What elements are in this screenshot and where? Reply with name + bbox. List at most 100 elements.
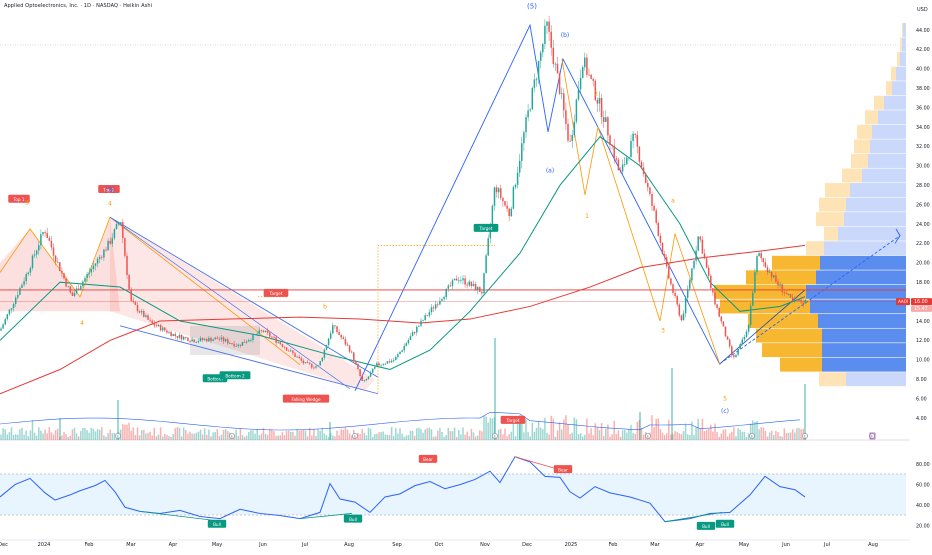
- volume-bar: [151, 435, 153, 440]
- volume-bar: [682, 431, 685, 440]
- volume-bar: [208, 429, 210, 440]
- volume-bar: [113, 432, 116, 440]
- volume-bar: [420, 429, 422, 440]
- x-tick-label: Mar: [126, 542, 136, 548]
- candle-body: [69, 286, 72, 293]
- candle-body: [804, 299, 807, 304]
- y-tick-label: 38.00: [916, 86, 930, 92]
- candle-body: [107, 240, 109, 251]
- volume-bar: [592, 435, 594, 440]
- volume-bar: [699, 428, 702, 440]
- divergence-label-bg: [553, 465, 573, 474]
- pattern-label: Target: [473, 223, 499, 232]
- candle-body: [317, 365, 319, 367]
- candle-body: [659, 235, 662, 243]
- candle-body: [407, 339, 410, 344]
- candle-body: [332, 325, 334, 334]
- candle-body: [103, 249, 105, 258]
- candle-body: [460, 280, 462, 282]
- candle-body: [101, 256, 103, 258]
- volume-bar: [783, 428, 786, 440]
- volume-bar: [290, 431, 292, 440]
- candle-body: [712, 288, 714, 293]
- candle-body: [594, 80, 597, 100]
- volume-bar: [411, 430, 414, 440]
- wave-label: b: [323, 303, 327, 310]
- volume-bar: [63, 432, 65, 440]
- volume-bar: [327, 436, 330, 440]
- volume-bar: [296, 429, 298, 440]
- candle-body: [728, 339, 731, 347]
- volume-bar: [365, 435, 368, 440]
- candle-body: [523, 132, 525, 144]
- candle-body: [560, 93, 563, 95]
- divergence-label: Bull: [696, 521, 716, 530]
- volume-bar: [193, 433, 195, 440]
- volume-bar: [56, 428, 59, 440]
- volume-bar: [254, 433, 256, 440]
- candle-body: [12, 304, 15, 309]
- volume-bar: [733, 427, 735, 440]
- earnings-marker-text: E: [231, 435, 234, 439]
- candle-body: [785, 292, 788, 295]
- last-price-label: 16.00: [914, 299, 928, 305]
- candle-body: [695, 250, 697, 261]
- x-tick-label: Mar: [650, 542, 660, 548]
- volume-bar: [143, 429, 145, 440]
- earnings-marker: E: [802, 433, 808, 439]
- volume-bar: [760, 427, 762, 440]
- volume-bar: [31, 420, 34, 440]
- volume-bar: [182, 427, 185, 440]
- x-tick-label: Apr: [169, 542, 179, 548]
- volume-bar: [277, 435, 279, 440]
- volume-bar: [584, 434, 586, 440]
- y-tick-label: 42.00: [916, 47, 930, 53]
- volume-spike: [329, 422, 331, 440]
- volume-bar: [575, 419, 578, 440]
- volume-profile-row: [842, 168, 862, 183]
- candle-body: [470, 281, 473, 287]
- candle-body: [180, 334, 183, 340]
- candle-body: [73, 293, 76, 296]
- volume-bar: [323, 433, 326, 440]
- candle-body: [432, 307, 435, 309]
- candle-body: [628, 157, 630, 158]
- candle-body: [760, 253, 762, 259]
- divergence-label-text: Bull: [702, 524, 710, 529]
- volume-bar: [269, 428, 271, 440]
- volume-bar: [531, 422, 534, 440]
- candle-body: [506, 205, 508, 209]
- candle-body: [218, 338, 221, 340]
- volume-bar: [407, 435, 410, 440]
- volume-bar: [369, 428, 372, 440]
- candle-body: [166, 330, 168, 333]
- target-box-orange: [377, 244, 495, 393]
- volume-bar: [749, 423, 752, 440]
- candle-body: [206, 339, 208, 342]
- volume-bar: [741, 431, 744, 440]
- volume-bar: [86, 430, 88, 440]
- candle-body: [14, 297, 17, 305]
- volume-bar: [80, 430, 82, 440]
- last-price-bg: [911, 298, 932, 306]
- candle-body: [346, 344, 349, 346]
- volume-bar: [731, 431, 733, 440]
- candle-body: [191, 339, 193, 342]
- volume-bar: [556, 430, 559, 440]
- divergence-label-bg: [207, 519, 227, 528]
- volume-bar: [686, 434, 689, 440]
- candle-body: [313, 367, 315, 369]
- candle-body: [491, 205, 494, 225]
- candle-body: [743, 337, 746, 340]
- candle-body: [369, 372, 372, 377]
- volume-bar: [195, 432, 198, 440]
- candle-body: [413, 332, 416, 333]
- volume-profile-row: [818, 314, 906, 328]
- volume-bar: [502, 434, 504, 440]
- candle-body: [504, 201, 506, 206]
- volume-bar: [103, 435, 105, 440]
- x-tick-label: Dec: [0, 542, 8, 548]
- y-tick-label: 34.00: [916, 125, 930, 131]
- candle-body: [600, 97, 603, 118]
- volume-bar: [544, 417, 546, 440]
